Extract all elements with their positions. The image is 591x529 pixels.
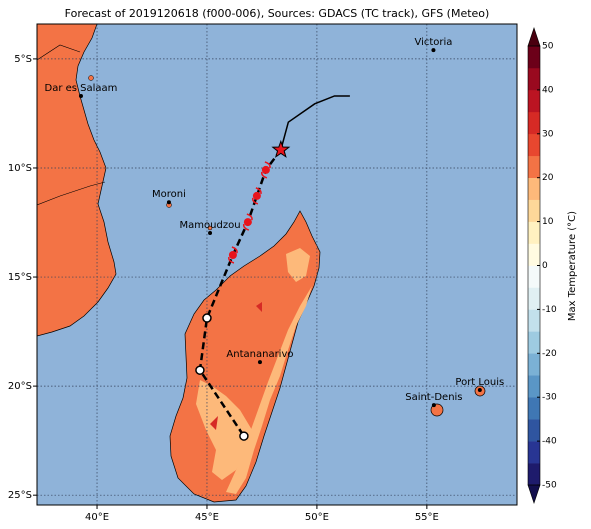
grid (37, 24, 517, 505)
map-frame (36, 23, 518, 506)
lat-tick-label: 15°S (8, 272, 32, 283)
africa (37, 24, 117, 337)
lat-tick-label: 5°S (14, 54, 32, 65)
colorbar-segment (528, 265, 540, 288)
city-label: Mamoudzou (180, 220, 241, 231)
city-dot (257, 360, 262, 365)
city-label: Port Louis (455, 377, 504, 388)
tracks (195, 95, 350, 441)
city-dot (431, 403, 436, 408)
lon-tick-label: 40°E (85, 512, 109, 523)
storm-symbol (251, 187, 262, 205)
city-label: Moroni (152, 189, 186, 200)
colorbar-segment (528, 309, 540, 332)
city-label: Saint-Denis (405, 392, 462, 403)
colorbar-tick-label: 0 (542, 261, 548, 271)
colorbar-tick-label: 20 (542, 173, 554, 183)
colorbar-tick-label: 30 (542, 129, 554, 139)
colorbar-segment (528, 375, 540, 398)
colorbar: -50 -40 -30 -20 -10 0 10 20 30 40 50 (527, 27, 557, 504)
highland (196, 380, 252, 480)
colorbar-tick-label: 10 (542, 217, 554, 227)
lat-tick-label: 20°S (8, 381, 32, 392)
colorbar-tick-label: -50 (542, 481, 557, 491)
colorbar-segment (528, 199, 540, 222)
colorbar-segment (528, 221, 540, 244)
colorbar-segment (528, 331, 540, 354)
map-title: Forecast of 2019120618 (f000-006), Sourc… (65, 7, 490, 20)
city-label: Dar es Salaam (45, 83, 118, 94)
colorbar-tick-label: -20 (542, 349, 557, 359)
storm-point (252, 191, 261, 200)
island (207, 225, 213, 231)
city-dot (208, 230, 213, 235)
colorbar-segment (528, 463, 540, 486)
city-dot (78, 93, 83, 98)
colorbar-label: Max Temperature (°C) (567, 211, 578, 321)
colorbar-extend-high (527, 27, 541, 47)
storm-point (243, 218, 252, 227)
colorbar-tick-label: -10 (542, 305, 557, 315)
border (37, 181, 106, 206)
lat-tick-label: 10°S (8, 163, 32, 174)
colorbar-segment (528, 111, 540, 135)
colorbar-segment (528, 177, 540, 200)
colorbar-segment (528, 243, 540, 266)
island (88, 75, 94, 81)
storm-symbol (261, 161, 271, 179)
lon-tick-label: 55°E (415, 512, 439, 523)
colorbar-tick-label: -40 (542, 437, 557, 447)
colorbar-segment (528, 46, 540, 69)
colorbar-extend-low (527, 484, 541, 504)
city-dot (431, 48, 436, 53)
city-dot (477, 388, 482, 393)
colorbar-segment (528, 287, 540, 310)
current-position (271, 139, 291, 158)
colorbar-segment (528, 397, 540, 420)
colorbar-tick-label: -30 (542, 393, 557, 403)
storm-symbol (242, 213, 253, 231)
storm-symbol (228, 246, 238, 264)
lon-tick-label: 45°E (195, 512, 219, 523)
colorbar-segment (528, 89, 540, 113)
storm-point (228, 251, 237, 260)
hot-spot (210, 416, 218, 430)
city-label: Victoria (414, 37, 452, 48)
hot-spot (256, 302, 262, 312)
highland (286, 248, 310, 282)
lat-tick-label: 25°S (8, 490, 32, 501)
low-point (195, 365, 205, 375)
land (37, 24, 486, 503)
colorbar-tick-label: 40 (542, 85, 554, 95)
colorbar-segment (528, 67, 540, 91)
city-dot (166, 200, 171, 205)
colorbar-tick-label: 50 (542, 42, 554, 52)
city-label: Antananarivo (226, 349, 293, 360)
cities: Victoria Dar es Salaam Moroni Mamoudzou Anta… (45, 37, 504, 408)
colorbar-segment (528, 441, 540, 464)
border (37, 44, 81, 61)
colorbar-segment (528, 353, 540, 376)
low-point (202, 313, 212, 323)
colorbar-segment (528, 133, 540, 157)
forecast-track (280, 95, 350, 151)
colorbar-segment (528, 155, 540, 178)
lon-tick-label: 50°E (305, 512, 329, 523)
storm-point (261, 165, 270, 174)
low-point (239, 431, 249, 441)
colorbar-segment (528, 419, 540, 442)
